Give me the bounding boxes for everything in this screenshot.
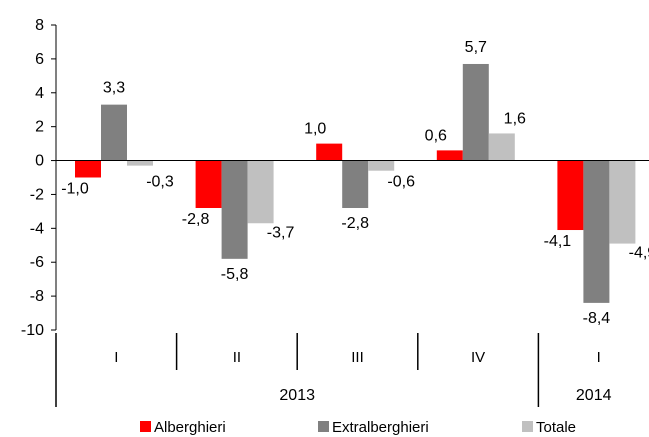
data-label: 1,6 <box>504 110 526 127</box>
data-label: 1,0 <box>304 121 326 138</box>
y-tick-label: -10 <box>21 322 44 339</box>
data-label: -5,8 <box>221 266 249 283</box>
y-tick-label: 0 <box>35 153 44 170</box>
data-label: -4,1 <box>544 233 572 250</box>
data-label: -8,4 <box>583 310 611 327</box>
data-label: -2,8 <box>341 215 369 232</box>
y-tick-label: 6 <box>35 51 44 68</box>
data-label: 0,6 <box>425 127 447 144</box>
bar-extralberghieri-2 <box>342 160 369 208</box>
data-label: -3,7 <box>267 224 295 241</box>
y-tick-label: -2 <box>30 186 44 203</box>
category-label: I <box>597 349 601 366</box>
y-tick-label: -6 <box>30 254 44 271</box>
legend-label: Extralberghieri <box>332 419 429 436</box>
data-label: 5,7 <box>465 39 487 56</box>
legend-label: Alberghieri <box>154 419 226 436</box>
data-label: -0,3 <box>146 174 174 191</box>
y-tick-label: -8 <box>30 288 44 305</box>
year-label: 2013 <box>279 387 315 404</box>
data-label: 3,3 <box>103 80 125 97</box>
bar-extralberghieri-0 <box>101 104 127 161</box>
legend-swatch-extralberghieri <box>318 421 329 432</box>
bar-alberghieri-0 <box>75 160 101 178</box>
bar-totale-0 <box>127 160 153 166</box>
bar-alberghieri-3 <box>436 150 463 161</box>
legend-swatch-totale <box>522 421 533 432</box>
bar-totale-3 <box>488 133 515 161</box>
bar-alberghieri-2 <box>316 143 343 161</box>
y-tick-label: -4 <box>30 220 44 237</box>
data-label: -0,6 <box>387 174 415 191</box>
year-label: 2014 <box>576 387 612 404</box>
bar-totale-1 <box>247 160 274 224</box>
bar-totale-2 <box>368 160 395 171</box>
data-label: -1,0 <box>61 181 89 198</box>
y-tick-label: 8 <box>35 17 44 34</box>
category-label: I <box>114 349 118 366</box>
data-label: -2,8 <box>182 211 210 228</box>
bar-alberghieri-4 <box>557 160 584 231</box>
y-tick-label: 4 <box>35 85 44 102</box>
y-tick-label: 2 <box>35 119 44 136</box>
legend-label: Totale <box>536 419 576 436</box>
bar-extralberghieri-3 <box>462 63 489 161</box>
category-label: IV <box>471 349 485 366</box>
data-label: -4,9 <box>629 245 649 262</box>
category-label: II <box>233 349 241 366</box>
bar-extralberghieri-1 <box>221 160 248 259</box>
bar-totale-4 <box>609 160 636 244</box>
bar-alberghieri-1 <box>195 160 222 208</box>
bar-extralberghieri-4 <box>583 160 610 303</box>
category-label: III <box>351 349 364 366</box>
legend-swatch-alberghieri <box>140 421 151 432</box>
